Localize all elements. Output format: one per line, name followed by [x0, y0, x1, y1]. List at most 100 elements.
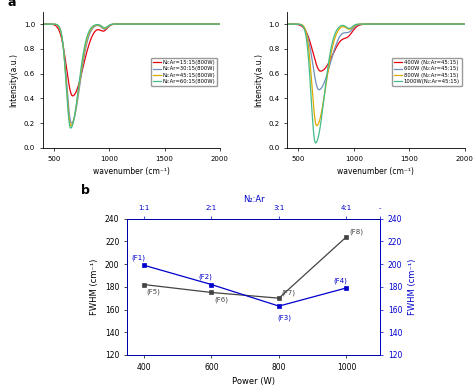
800W (N₂:Ar=45:15) — [314, 123, 319, 128]
N₂:Ar=15:15(800W) — [217, 22, 223, 27]
N₂:Ar=60:15(800W) — [40, 22, 46, 27]
Line: N₂:Ar=15:15(800W): N₂:Ar=15:15(800W) — [43, 24, 220, 96]
1000W(N₂:Ar=45:15) — [315, 136, 321, 140]
400W (N₂:Ar=45:15) — [284, 22, 290, 27]
1000W(N₂:Ar=45:15) — [388, 22, 394, 27]
1000W(N₂:Ar=45:15) — [305, 45, 310, 50]
N₂:Ar=45:15(800W) — [139, 22, 145, 27]
N₂:Ar=60:15(800W) — [195, 22, 201, 27]
Text: (F2): (F2) — [199, 274, 212, 280]
Line: N₂:Ar=45:15(800W): N₂:Ar=45:15(800W) — [43, 24, 220, 126]
N₂:Ar=60:15(800W) — [68, 126, 73, 130]
N₂:Ar=15:15(800W) — [116, 22, 121, 27]
800W (N₂:Ar=45:15) — [393, 22, 399, 27]
400W (N₂:Ar=45:15) — [305, 32, 310, 37]
800W (N₂:Ar=45:15) — [462, 22, 467, 27]
N₂:Ar=45:15(800W) — [40, 22, 46, 27]
1000W(N₂:Ar=45:15) — [458, 22, 464, 27]
N₂:Ar=15:15(800W) — [71, 93, 76, 98]
800W (N₂:Ar=45:15) — [353, 23, 358, 28]
800W (N₂:Ar=45:15) — [439, 22, 445, 27]
Legend: N₂:Ar=15:15(800W), N₂:Ar=30:15(800W), N₂:Ar=45:15(800W), N₂:Ar=60:15(800W): N₂:Ar=15:15(800W), N₂:Ar=30:15(800W), N₂… — [151, 58, 217, 86]
600W (N₂:Ar=45:15) — [316, 87, 322, 92]
400W (N₂:Ar=45:15) — [462, 22, 467, 27]
400W (N₂:Ar=45:15) — [318, 69, 323, 73]
600W (N₂:Ar=45:15) — [315, 87, 321, 91]
Legend: 400W (N₂:Ar=45:15), 600W (N₂:Ar=45:15), 800W (N₂:Ar=45:15), 1000W(N₂:Ar=45:15): 400W (N₂:Ar=45:15), 600W (N₂:Ar=45:15), … — [392, 58, 462, 86]
Y-axis label: FWHM (cm⁻¹): FWHM (cm⁻¹) — [91, 259, 100, 315]
600W (N₂:Ar=45:15) — [458, 22, 464, 27]
400W (N₂:Ar=45:15) — [360, 22, 366, 27]
N₂:Ar=15:15(800W) — [159, 22, 164, 27]
Text: (F8): (F8) — [349, 229, 363, 235]
N₂:Ar=30:15(800W) — [71, 118, 76, 123]
Line: N₂:Ar=30:15(800W): N₂:Ar=30:15(800W) — [43, 24, 220, 123]
N₂:Ar=60:15(800W) — [137, 22, 143, 27]
Text: b: b — [82, 184, 91, 197]
N₂:Ar=60:15(800W) — [116, 22, 121, 27]
N₂:Ar=45:15(800W) — [108, 22, 114, 27]
400W (N₂:Ar=45:15) — [430, 22, 436, 27]
N₂:Ar=60:15(800W) — [214, 22, 219, 27]
1000W(N₂:Ar=45:15) — [313, 141, 319, 145]
N₂:Ar=45:15(800W) — [68, 123, 74, 128]
N₂:Ar=30:15(800W) — [60, 41, 66, 45]
N₂:Ar=45:15(800W) — [214, 22, 219, 27]
N₂:Ar=15:15(800W) — [40, 22, 46, 27]
N₂:Ar=30:15(800W) — [40, 22, 46, 27]
N₂:Ar=60:15(800W) — [217, 22, 223, 27]
Text: a: a — [7, 0, 16, 9]
400W (N₂:Ar=45:15) — [458, 22, 464, 27]
N₂:Ar=30:15(800W) — [217, 22, 223, 27]
600W (N₂:Ar=45:15) — [413, 22, 419, 27]
1000W(N₂:Ar=45:15) — [284, 22, 290, 27]
N₂:Ar=30:15(800W) — [214, 22, 219, 27]
N₂:Ar=15:15(800W) — [70, 94, 75, 98]
600W (N₂:Ar=45:15) — [360, 22, 366, 27]
N₂:Ar=60:15(800W) — [60, 42, 66, 46]
Line: 1000W(N₂:Ar=45:15): 1000W(N₂:Ar=45:15) — [287, 24, 465, 143]
X-axis label: wavenumber (cm⁻¹): wavenumber (cm⁻¹) — [93, 167, 170, 176]
N₂:Ar=15:15(800W) — [108, 23, 114, 28]
600W (N₂:Ar=45:15) — [439, 22, 445, 27]
N₂:Ar=15:15(800W) — [214, 22, 219, 27]
400W (N₂:Ar=45:15) — [353, 26, 358, 30]
X-axis label: wavenumber (cm⁻¹): wavenumber (cm⁻¹) — [337, 167, 414, 176]
Y-axis label: FWHM (cm⁻¹): FWHM (cm⁻¹) — [408, 259, 417, 315]
Text: (F6): (F6) — [214, 296, 228, 303]
600W (N₂:Ar=45:15) — [305, 34, 310, 38]
Line: 600W (N₂:Ar=45:15): 600W (N₂:Ar=45:15) — [287, 24, 465, 90]
800W (N₂:Ar=45:15) — [315, 122, 321, 127]
N₂:Ar=30:15(800W) — [69, 121, 74, 126]
N₂:Ar=30:15(800W) — [142, 22, 147, 27]
N₂:Ar=45:15(800W) — [71, 119, 76, 123]
800W (N₂:Ar=45:15) — [305, 37, 310, 42]
400W (N₂:Ar=45:15) — [439, 22, 445, 27]
1000W(N₂:Ar=45:15) — [439, 22, 445, 27]
600W (N₂:Ar=45:15) — [462, 22, 467, 27]
800W (N₂:Ar=45:15) — [284, 22, 290, 27]
Text: (F1): (F1) — [131, 255, 145, 261]
Text: (F7): (F7) — [282, 290, 296, 296]
600W (N₂:Ar=45:15) — [284, 22, 290, 27]
800W (N₂:Ar=45:15) — [458, 22, 464, 27]
N₂:Ar=30:15(800W) — [195, 22, 201, 27]
N₂:Ar=30:15(800W) — [108, 23, 114, 27]
Line: 800W (N₂:Ar=45:15): 800W (N₂:Ar=45:15) — [287, 24, 465, 126]
N₂:Ar=45:15(800W) — [116, 22, 121, 27]
X-axis label: N₂:Ar: N₂:Ar — [243, 195, 264, 204]
Text: (F3): (F3) — [277, 315, 291, 321]
Line: 400W (N₂:Ar=45:15): 400W (N₂:Ar=45:15) — [287, 24, 465, 71]
N₂:Ar=45:15(800W) — [195, 22, 201, 27]
N₂:Ar=60:15(800W) — [71, 119, 76, 124]
N₂:Ar=15:15(800W) — [195, 22, 201, 27]
N₂:Ar=60:15(800W) — [108, 22, 114, 27]
N₂:Ar=30:15(800W) — [116, 22, 121, 27]
1000W(N₂:Ar=45:15) — [462, 22, 467, 27]
N₂:Ar=15:15(800W) — [60, 42, 66, 47]
Text: (F4): (F4) — [334, 277, 347, 284]
Y-axis label: Intensity(a.u.): Intensity(a.u.) — [254, 53, 263, 107]
Y-axis label: Intensity(a.u.): Intensity(a.u.) — [9, 53, 18, 107]
600W (N₂:Ar=45:15) — [353, 24, 358, 28]
X-axis label: Power (W): Power (W) — [232, 377, 275, 386]
